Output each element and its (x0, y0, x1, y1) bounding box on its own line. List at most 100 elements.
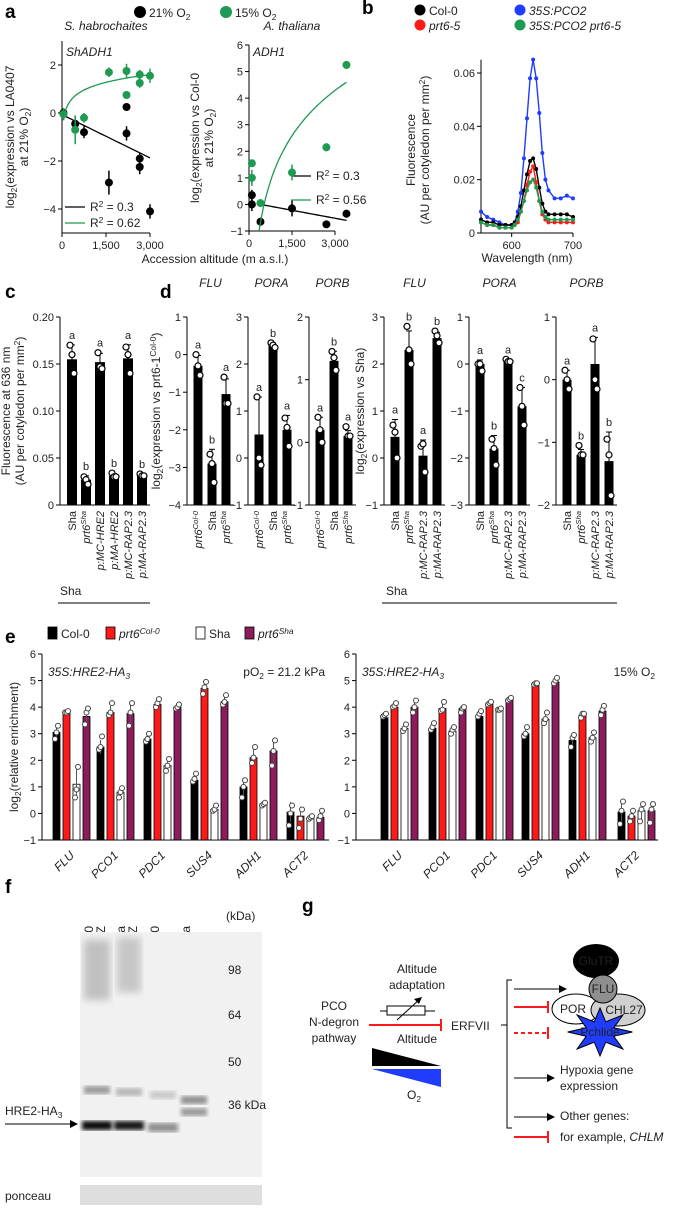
legend-marker (514, 19, 526, 31)
replicate-point (72, 794, 78, 801)
altitude-adaptation-label: Altitude (397, 962, 437, 976)
y-tick-label: 0 (544, 375, 550, 387)
category-label: p:MC-RAP2.3 (123, 510, 135, 580)
spectrum-point (558, 217, 563, 222)
legend-swatch (195, 626, 206, 640)
bar (380, 717, 389, 841)
band (84, 1086, 110, 1094)
spectrum-point (534, 167, 539, 171)
legend-label: prt6-5 (428, 19, 461, 33)
replicate-point (419, 440, 427, 448)
significance-letter: b (83, 461, 89, 473)
category-label: p:MC-RAP2.3 (503, 510, 515, 580)
category-label-part: prt6 (343, 524, 355, 545)
category-label-part: Sha (280, 510, 289, 524)
y-tick-label: 1 (175, 312, 181, 324)
r2-label-part: R (90, 200, 99, 214)
data-point (104, 68, 113, 77)
replicate-point (144, 736, 151, 743)
bar (343, 436, 353, 505)
category-label-part: prt6 (576, 524, 588, 545)
bar (259, 803, 268, 841)
panel-label-c: c (5, 282, 16, 303)
y-tick-label: 1 (457, 312, 463, 324)
replicate-point (97, 744, 104, 750)
y-axis-label: log2(expression vs LA0407 (3, 65, 19, 208)
replicate-point (193, 770, 199, 777)
category-label: prt6Col-0 (313, 510, 327, 549)
smear (84, 940, 110, 1000)
bar (489, 448, 499, 505)
spectrum-point (537, 185, 542, 190)
replicate-point (451, 724, 457, 731)
spectrum-point (479, 209, 483, 214)
replicate-point (242, 777, 248, 784)
y-tick-label: 3 (30, 729, 36, 741)
category-label: p:MA-RAP2.3 (517, 510, 529, 579)
bar (193, 365, 203, 505)
legend-label: prt6Col-0 (118, 626, 160, 641)
r2-label-part: 2 (325, 168, 330, 178)
construct-label: 35S:HRE2-HA3 (362, 665, 444, 681)
bar (503, 361, 513, 505)
construct-label: 35S:HRE2-HA3 (48, 665, 130, 681)
significance-letter: a (592, 322, 599, 334)
spectrum-point (485, 223, 490, 227)
replicate-point (605, 451, 613, 459)
bar (517, 406, 527, 505)
bar (123, 358, 133, 505)
replicate-point (542, 716, 549, 723)
replicate-point (433, 332, 441, 340)
y-tick-label: 1 (372, 406, 378, 418)
replicate-point (571, 732, 577, 739)
gene-label: ADH1 (560, 848, 593, 881)
spectrum-point (558, 196, 563, 201)
replicate-point (461, 704, 467, 711)
spectrum-point (564, 217, 569, 222)
replicate-point (342, 423, 350, 431)
category-label: prt6Sha (341, 510, 355, 544)
spectrum-point (531, 156, 536, 161)
replicate-point (506, 358, 514, 366)
bracket (506, 979, 512, 1129)
replicate-point (439, 706, 446, 713)
construct-label-part: 3 (439, 671, 444, 681)
y-tick-label: −1 (365, 500, 378, 512)
spectrum-point (525, 172, 529, 177)
legend-label-part: prt6 (118, 627, 140, 641)
bar (220, 701, 229, 841)
data-point (256, 199, 265, 208)
bar (95, 362, 105, 505)
bar (578, 714, 587, 841)
category-label: p:MA-RAP2.3 (137, 510, 149, 579)
replicate-point (262, 799, 268, 806)
y-tick-label: −1 (290, 500, 303, 512)
replicate-point (435, 339, 443, 347)
significance-letter: c (519, 373, 525, 385)
chart-title: PORB (315, 276, 349, 290)
legend-label-part: Sha (279, 626, 294, 636)
bar (410, 706, 419, 841)
replicate-point (598, 712, 604, 719)
replicate-point (413, 697, 419, 704)
replicate-point (601, 702, 607, 709)
bar (268, 345, 278, 505)
significance-letter: a (420, 425, 427, 437)
significance-letter: a (392, 405, 399, 417)
x-axis-label: Wavelength (nm) (482, 251, 573, 265)
data-point (122, 67, 131, 75)
legend-label-part: 15% O (235, 6, 272, 20)
y-tick-label: 0.02 (454, 175, 475, 187)
significance-letter: a (345, 412, 352, 424)
replicate-point (579, 451, 587, 459)
pco-label: PCO (321, 999, 347, 1013)
spectrum-line (480, 59, 574, 226)
replicate-point (389, 421, 397, 429)
spectrum-point (485, 215, 490, 219)
pco-label: pathway (312, 1031, 357, 1045)
spectrum-point (552, 196, 557, 201)
y-tick-label: −2 (168, 425, 181, 437)
y-axis-label: (AU per cotyledon per mm2) (417, 76, 432, 225)
replicate-point (565, 385, 573, 393)
construct-label-part: 35S:HRE2-HA (362, 665, 439, 679)
